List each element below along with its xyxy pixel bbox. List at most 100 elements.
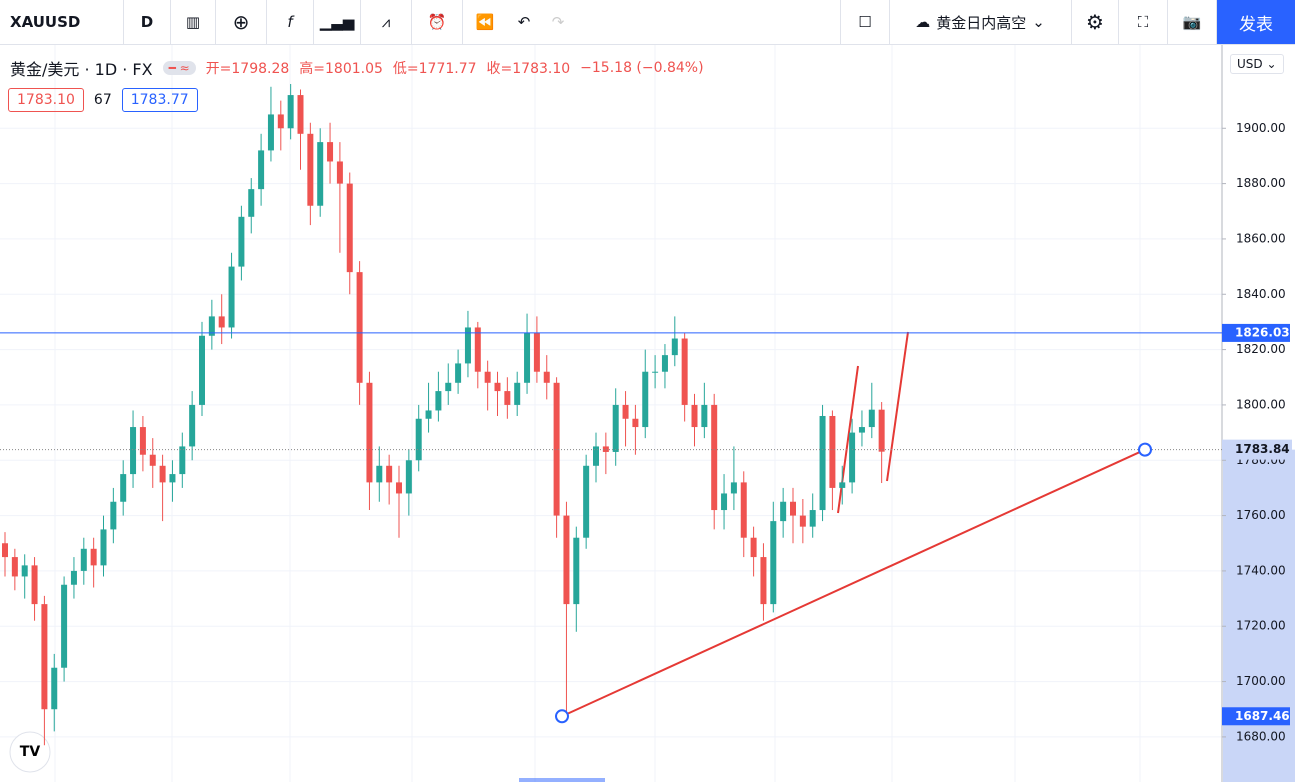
candle-body — [120, 474, 127, 502]
candle-body — [760, 557, 767, 605]
candle-body — [149, 454, 156, 466]
candle-body — [169, 474, 176, 483]
candle-body — [858, 427, 865, 433]
candle-body — [711, 404, 718, 511]
candle-body — [524, 332, 531, 383]
settings[interactable]: ⚙ — [1072, 0, 1119, 44]
tv-logo[interactable] — [9, 731, 51, 773]
candle-body — [356, 272, 363, 383]
candle-body — [563, 515, 570, 605]
quote-boxes: 1783.10 67 1783.77 — [8, 88, 198, 112]
drawings[interactable] — [837, 331, 909, 514]
candle-body — [868, 409, 875, 428]
redo[interactable]: ↷ — [551, 13, 565, 31]
candle-body — [317, 142, 324, 206]
toggle[interactable]: ━ ≈ — [162, 61, 196, 75]
caret: ⌄ — [1032, 13, 1045, 31]
candle-body — [258, 150, 265, 190]
idea[interactable]: ☁ 黄金日内高空 ⌄ — [889, 0, 1072, 44]
candle-body — [553, 382, 560, 516]
candle-body — [642, 371, 649, 428]
candle-body — [829, 415, 836, 488]
interval[interactable]: D — [124, 0, 171, 44]
candle-body — [573, 537, 580, 605]
template-icon[interactable]: ▁▃▅ — [314, 0, 361, 44]
candle-body — [61, 584, 68, 668]
candle-body — [514, 382, 521, 405]
trend-handle[interactable] — [555, 709, 569, 724]
y-tick-label: 1720.00 — [1236, 619, 1286, 633]
compare-icon[interactable]: ⩘ — [361, 0, 412, 44]
change: −15.18 (−0.84%) — [580, 60, 704, 76]
publish-button[interactable]: 发表 — [1217, 0, 1295, 44]
candle-body — [218, 316, 225, 328]
candle-body — [21, 565, 28, 577]
candle-body — [533, 332, 540, 372]
trend-handle[interactable] — [1138, 442, 1152, 457]
candle-body — [130, 427, 137, 475]
candle-body — [612, 404, 619, 452]
candle-body — [41, 604, 48, 710]
candle-body — [396, 482, 402, 494]
candle-body — [632, 418, 639, 428]
candle-body — [248, 189, 255, 217]
replay-icon[interactable]: ⏪ — [475, 13, 495, 31]
y-tick-label: 1760.00 — [1236, 508, 1286, 522]
candle-body — [327, 142, 334, 162]
symbol[interactable]: XAUUSD — [0, 0, 124, 44]
candle-body — [238, 216, 245, 267]
candle-body — [839, 482, 846, 488]
range-bar — [519, 778, 605, 782]
candle-body — [208, 316, 215, 336]
alert-icon[interactable]: ⏰ — [412, 0, 463, 44]
candle-body — [425, 410, 432, 419]
candle-body — [287, 95, 294, 129]
candle-body — [504, 391, 511, 405]
fullscreen[interactable]: ⛶ — [1119, 0, 1168, 44]
candle-body — [90, 548, 97, 566]
candle-body — [661, 355, 668, 372]
candle-icon[interactable]: ▥ — [171, 0, 216, 44]
candle-body — [199, 335, 205, 405]
symbol-name: 黄金/美元 · 1D · FX — [10, 60, 153, 79]
low: 低=1771.77 — [392, 61, 477, 77]
fx-icon[interactable]: f — [267, 0, 314, 44]
candle-body — [652, 371, 659, 373]
indicator-icon[interactable]: ⊕ — [216, 0, 267, 44]
tv-logo-mark: TV — [20, 744, 41, 760]
currency-label: USD — [1237, 57, 1263, 71]
y-tick-label: 1800.00 — [1236, 397, 1286, 411]
candle-body — [474, 327, 481, 372]
candle-body — [405, 460, 412, 494]
candle-body — [740, 482, 747, 538]
y-tick-label: 1840.00 — [1236, 287, 1286, 301]
candle-body — [681, 338, 688, 405]
cloud-icon: ☁ — [915, 13, 931, 31]
candle-body — [435, 391, 442, 411]
candle-body — [455, 363, 462, 383]
candle-body — [721, 493, 728, 511]
ask[interactable]: 1783.77 — [121, 88, 198, 112]
snapshot[interactable]: 📷 — [1168, 0, 1217, 44]
open: 开=1798.28 — [205, 61, 290, 77]
candle-body — [593, 446, 599, 466]
candle-body — [819, 415, 826, 511]
candle-body — [70, 570, 77, 585]
end-tag — [1222, 439, 1292, 460]
y-tick-label: 1680.00 — [1236, 729, 1286, 743]
candle-body — [376, 465, 383, 483]
layout-icon[interactable]: ☐ — [840, 0, 890, 44]
candle-body — [80, 548, 87, 571]
candle-body — [11, 557, 18, 577]
y-tick-label: 1740.00 — [1236, 563, 1286, 577]
currency[interactable]: USD ⌄ — [1230, 54, 1284, 74]
spread: 67 — [93, 92, 112, 108]
hline-label: 1826.03 — [1235, 325, 1290, 339]
candle-body — [780, 501, 787, 522]
candle-body — [849, 432, 856, 483]
candle-body — [878, 409, 885, 452]
bid[interactable]: 1783.10 — [8, 88, 84, 112]
undo[interactable]: ↶ — [517, 13, 531, 31]
candle-body — [277, 114, 284, 129]
